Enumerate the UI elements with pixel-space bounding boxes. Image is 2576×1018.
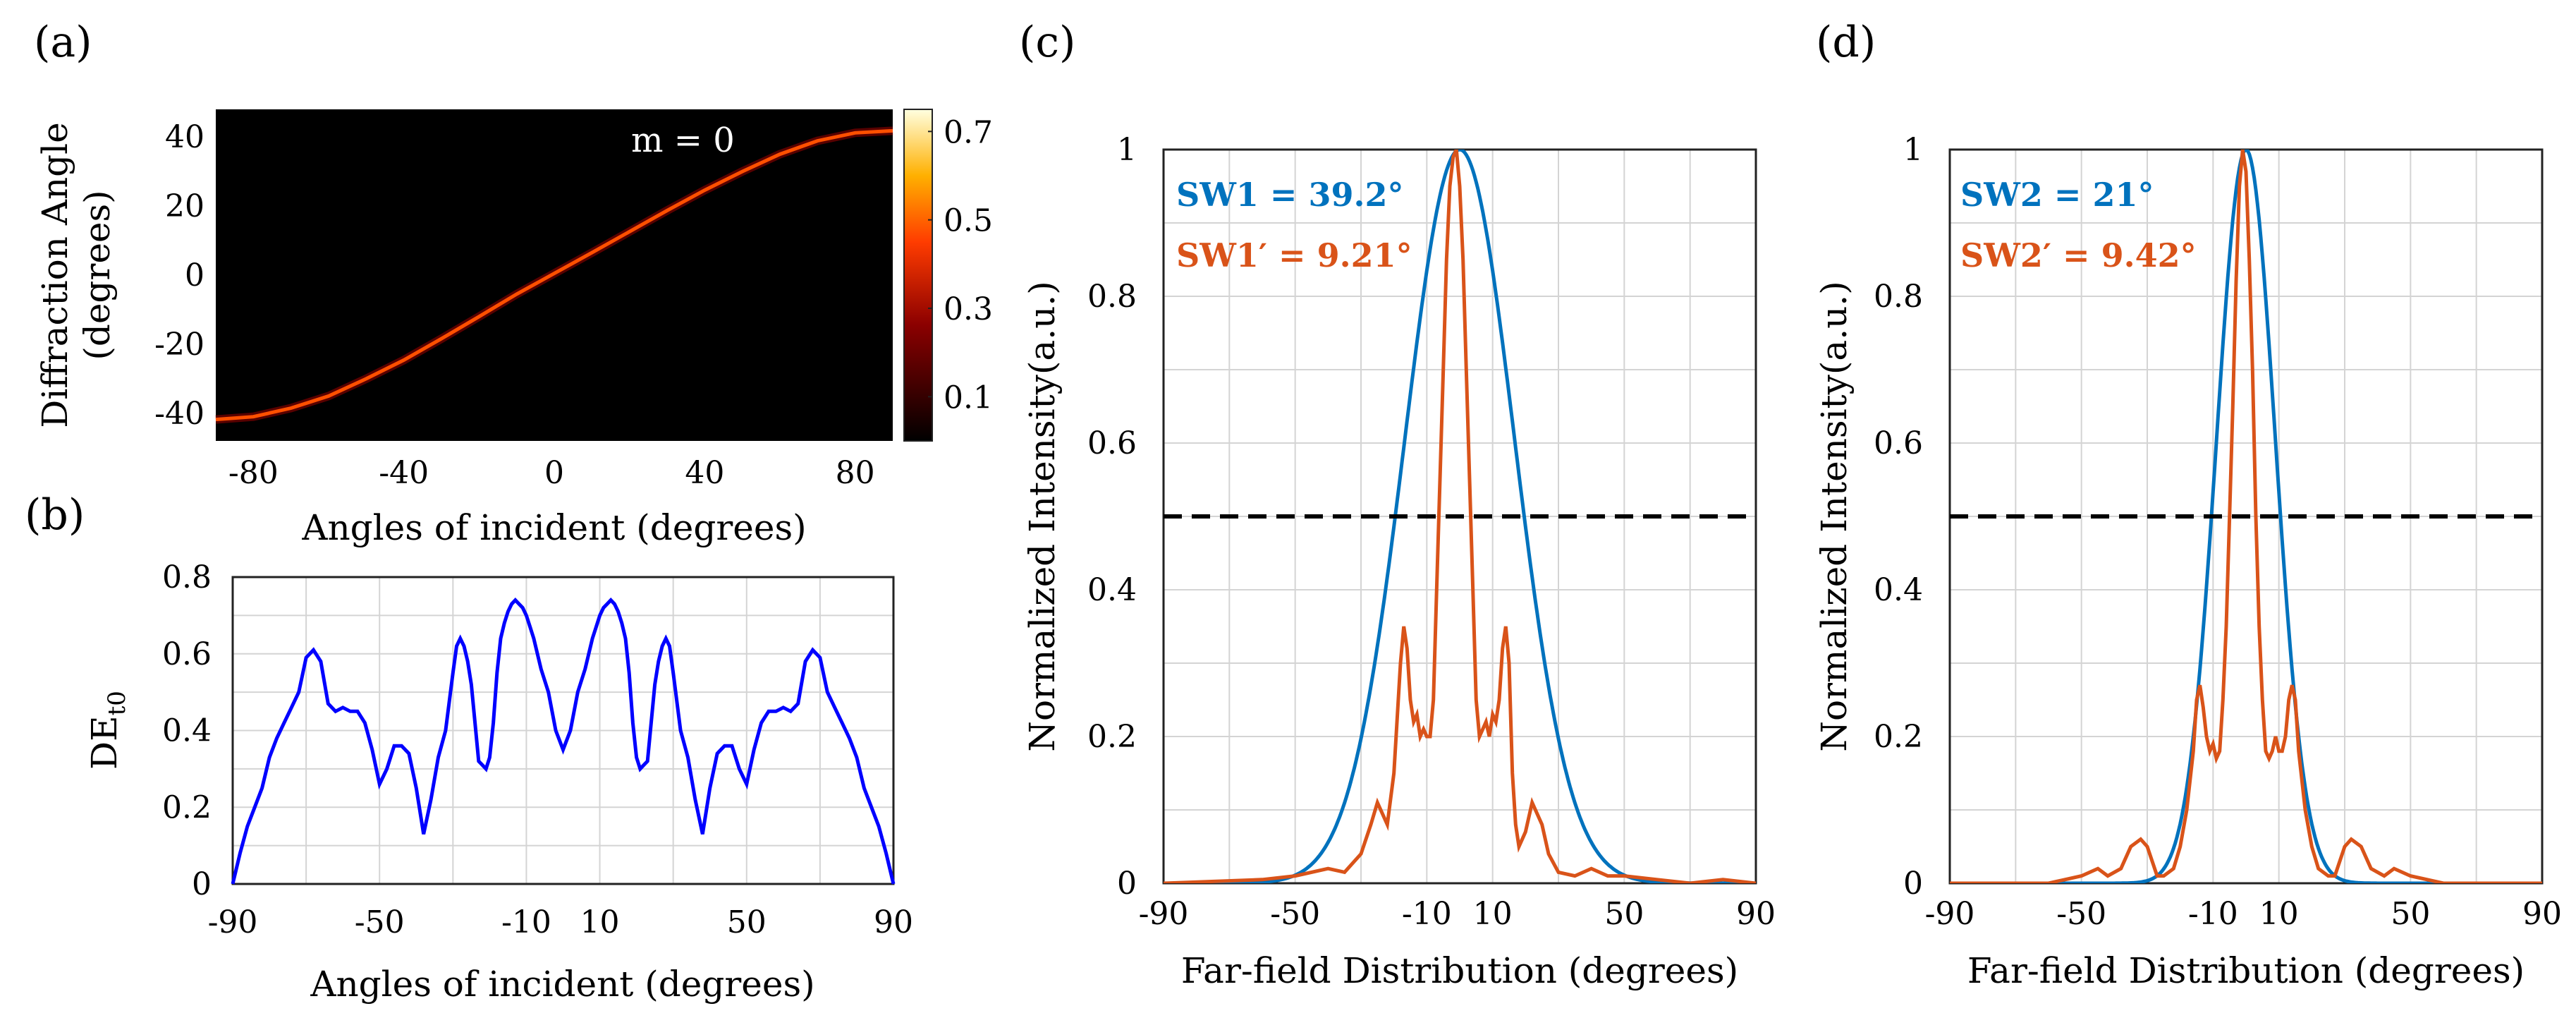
line-chart-b-y-label: DEt0 (84, 691, 131, 770)
heatmap-annotation: m = 0 (631, 121, 735, 160)
line-chart-c-x-label: Far-field Distribution (degrees) (1181, 950, 1738, 991)
line-chart-c-x-ticks: -90 -50 -10 10 50 90 (1139, 896, 1776, 932)
line-chart-c-y-tick: 0.8 (1087, 279, 1137, 315)
line-chart-c-y-tick: 0 (1117, 866, 1137, 902)
line-chart-b-y-tick: 0.2 (162, 789, 212, 825)
annotation-sw1: SW1 = 39.2° (1176, 176, 1404, 214)
line-chart-c-y-tick: 0.2 (1087, 719, 1137, 755)
colorbar-tick-label: 0.7 (944, 114, 993, 150)
line-chart-d-y-tick: 1 (1903, 132, 1923, 168)
panel-d-label: (d) (1816, 18, 1876, 67)
panel-a: (a) -80 -40 0 40 80 40 20 0 -20 -40 m = 0 Angles… (34, 18, 993, 548)
line-chart-b-x-ticks: -90 -50 -10 10 50 90 (208, 904, 913, 940)
heatmap-y-tick: -40 (154, 396, 205, 432)
heatmap-y-tick: 40 (165, 119, 205, 155)
colorbar-ticks: 0.7 0.5 0.3 0.1 (928, 114, 993, 416)
heatmap-x-tick: -40 (379, 455, 429, 491)
line-chart-d-y-tick: 0.8 (1874, 279, 1923, 315)
heatmap-x-ticks: -80 -40 0 40 80 (228, 455, 875, 491)
annotation-sw2: SW2 = 21° (1960, 176, 2154, 214)
line-chart-c-y-ticks: 1 0.8 0.6 0.4 0.2 0 (1087, 132, 1137, 902)
line-series-sw1 (1164, 150, 1756, 883)
heatmap-x-tick: 80 (836, 455, 875, 491)
heatmap-y-tick: 20 (165, 188, 205, 224)
line-chart-b-x-tick: -50 (355, 904, 405, 940)
panel-b: (b) -90 -50 -10 10 50 90 0.8 0.6 0.4 0.2 0 Angles… (25, 490, 913, 1005)
line-chart-d-y-tick: 0.4 (1874, 572, 1923, 608)
line-chart-b-y-tick: 0.4 (162, 713, 212, 749)
line-chart-d-x-tick: -10 (2188, 896, 2238, 932)
line-chart-d-x-tick: 90 (2522, 896, 2562, 932)
line-chart-c-x-tick: 10 (1473, 896, 1513, 932)
line-chart-b-x-tick: 10 (580, 904, 620, 940)
line-chart-d-x-label: Far-field Distribution (degrees) (1967, 950, 2525, 991)
heatmap-x-tick: 0 (544, 455, 564, 491)
line-chart-b-y-label-main: DE (84, 715, 125, 770)
line-chart-c-x-tick: -50 (1270, 896, 1320, 932)
line-chart-d-y-tick: 0 (1903, 866, 1923, 902)
line-chart-c-y-tick: 0.4 (1087, 572, 1137, 608)
annotation-sw1-prime: SW1′ = 9.21° (1176, 236, 1412, 274)
line-series-sw2-prime (1950, 150, 2542, 883)
line-chart-d-x-tick: -50 (2056, 896, 2106, 932)
line-chart-b-frame (231, 576, 895, 885)
line-chart-d-x-ticks: -90 -50 -10 10 50 90 (1925, 896, 2562, 932)
line-chart-d-y-label: Normalized Intensity(a.u.) (1814, 281, 1855, 751)
line-chart-c-y-tick: 0.6 (1087, 425, 1137, 461)
heatmap-y-tick: -20 (154, 327, 205, 363)
heatmap-y-label-line2: (degrees) (77, 190, 118, 360)
line-chart-b-x-tick: -90 (208, 904, 258, 940)
line-chart-b-grid (232, 576, 894, 885)
colorbar-tick-label: 0.1 (944, 380, 993, 416)
line-chart-c-y-label: Normalized Intensity(a.u.) (1022, 281, 1063, 751)
line-series-sw1-prime (1164, 150, 1756, 883)
heatmap-x-label: Angles of incident (degrees) (301, 507, 806, 548)
panel-c: (c) -90 -50 -10 10 50 90 1 0.8 0.6 0.4 0.2 0 SW1 =… (1019, 18, 1776, 991)
heatmap-x-tick: -80 (228, 455, 279, 491)
line-chart-c-x-tick: -90 (1139, 896, 1189, 932)
heatmap-y-label-line1: Diffraction Angle (35, 122, 75, 428)
line-chart-d-y-tick: 0.2 (1874, 719, 1923, 755)
colorbar-tick-label: 0.3 (944, 291, 993, 327)
line-chart-c-x-tick: 50 (1604, 896, 1644, 932)
line-series-de-t0 (231, 597, 896, 885)
line-chart-b-x-tick: 90 (874, 904, 913, 940)
line-chart-b-y-label-sub: t0 (103, 691, 131, 715)
line-chart-b-y-tick: 0.6 (162, 636, 212, 672)
line-chart-b-y-tick: 0 (192, 866, 212, 902)
line-chart-d-x-tick: 10 (2259, 896, 2299, 932)
line-chart-d-y-ticks: 1 0.8 0.6 0.4 0.2 0 (1874, 132, 1923, 902)
line-chart-b-y-ticks: 0.8 0.6 0.4 0.2 0 (162, 559, 212, 902)
line-chart-c-x-tick: -10 (1402, 896, 1452, 932)
heatmap-x-tick: 40 (685, 455, 724, 491)
line-chart-b-x-label: Angles of incident (degrees) (310, 964, 814, 1005)
line-chart-b-x-tick: -10 (501, 904, 551, 940)
line-chart-d-x-tick: 50 (2391, 896, 2430, 932)
colorbar (903, 109, 933, 442)
line-chart-d-x-tick: -90 (1925, 896, 1975, 932)
line-chart-c-y-tick: 1 (1117, 132, 1137, 168)
heatmap-y-ticks: 40 20 0 -20 -40 (154, 119, 205, 432)
annotation-sw2-prime: SW2′ = 9.42° (1960, 236, 2197, 274)
panel-d: (d) -90 -50 -10 10 50 90 1 0.8 0.6 0.4 0.2 0 SW2 =… (1814, 18, 2562, 991)
heatmap-y-tick: 0 (185, 257, 205, 293)
line-chart-b-y-tick: 0.8 (162, 559, 212, 595)
heatmap-ridge (215, 128, 893, 422)
panel-a-label: (a) (34, 18, 92, 67)
line-chart-b-x-tick: 50 (727, 904, 767, 940)
colorbar-tick-label: 0.5 (944, 203, 993, 239)
panel-c-label: (c) (1019, 18, 1075, 67)
line-chart-d-y-tick: 0.6 (1874, 425, 1923, 461)
line-chart-c-x-tick: 90 (1736, 896, 1776, 932)
panel-b-label: (b) (25, 490, 85, 540)
